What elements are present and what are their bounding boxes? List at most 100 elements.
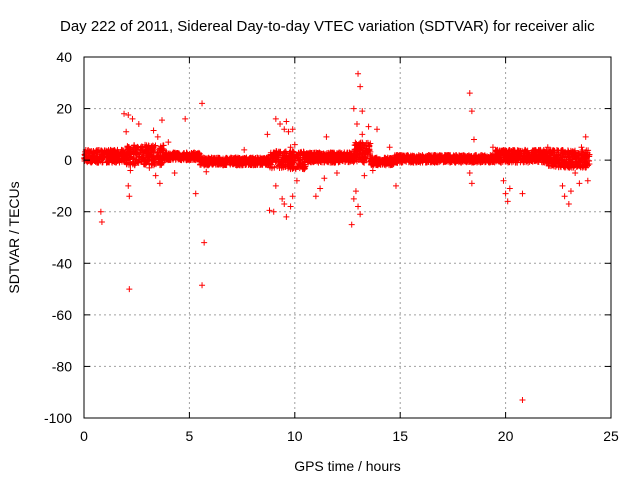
data-point: [258, 159, 265, 166]
data-points: [81, 70, 593, 403]
data-point: [272, 152, 279, 159]
data-point: [152, 172, 159, 179]
data-point: [98, 148, 105, 155]
data-point: [192, 190, 199, 197]
data-point: [413, 154, 420, 161]
data-point: [299, 166, 306, 173]
data-point: [468, 108, 475, 115]
data-point: [285, 128, 292, 135]
x-tick-label: 10: [287, 428, 303, 444]
data-point: [562, 148, 569, 155]
data-point: [99, 154, 106, 161]
data-point: [452, 158, 459, 165]
data-point: [201, 239, 208, 246]
data-point: [109, 148, 116, 155]
data-point: [272, 182, 279, 189]
data-point: [98, 219, 105, 226]
data-point: [363, 145, 370, 152]
data-point: [572, 149, 579, 156]
data-point: [137, 144, 144, 151]
grid: [84, 57, 611, 418]
data-point: [365, 123, 372, 130]
data-point: [375, 156, 382, 163]
data-point: [469, 154, 476, 161]
data-point: [268, 165, 275, 172]
data-point: [527, 157, 534, 164]
x-tick-label: 5: [186, 428, 194, 444]
data-point: [115, 152, 122, 159]
data-point: [354, 150, 361, 157]
data-point: [281, 200, 288, 207]
data-point: [138, 143, 145, 150]
data-point: [542, 149, 549, 156]
data-point: [317, 154, 324, 161]
data-point: [500, 147, 507, 154]
data-point: [476, 154, 483, 161]
data-point: [357, 83, 364, 90]
data-point: [314, 150, 321, 157]
y-tick-label: 20: [56, 101, 72, 117]
data-point: [148, 160, 155, 167]
data-point: [337, 149, 344, 156]
x-tick-label: 15: [392, 428, 408, 444]
data-point: [125, 159, 132, 166]
data-point: [351, 142, 358, 149]
data-point: [327, 152, 334, 159]
data-point: [545, 162, 552, 169]
data-point: [154, 133, 161, 140]
data-point: [164, 157, 171, 164]
data-point: [428, 155, 435, 162]
data-point: [556, 161, 563, 168]
data-point: [571, 163, 578, 170]
data-point: [485, 157, 492, 164]
y-tick-label: -20: [52, 204, 72, 220]
data-point: [585, 147, 592, 154]
data-point: [559, 161, 566, 168]
data-point: [326, 152, 333, 159]
data-point: [156, 180, 163, 187]
data-point: [220, 160, 227, 167]
data-point: [341, 152, 348, 159]
data-point: [339, 157, 346, 164]
data-point: [499, 158, 506, 165]
data-point: [579, 164, 586, 171]
data-point: [110, 147, 117, 154]
data-point: [281, 152, 288, 159]
data-point: [355, 70, 362, 77]
x-tick-label: 25: [603, 428, 619, 444]
data-point: [561, 149, 568, 156]
data-point: [172, 151, 179, 158]
data-point: [199, 282, 206, 289]
data-point: [351, 152, 358, 159]
data-point: [131, 162, 138, 169]
data-point: [231, 155, 238, 162]
data-point: [466, 170, 473, 177]
data-point: [460, 152, 467, 159]
data-point: [359, 131, 366, 138]
data-point: [277, 150, 284, 157]
data-point: [215, 160, 222, 167]
data-point: [361, 172, 368, 179]
data-point: [564, 161, 571, 168]
data-point: [530, 147, 537, 154]
data-point: [283, 213, 290, 220]
data-point: [423, 156, 430, 163]
data-point: [287, 144, 294, 151]
data-point: [468, 180, 475, 187]
data-point: [171, 170, 178, 177]
data-point: [489, 144, 496, 151]
data-point: [132, 156, 139, 163]
data-point: [537, 146, 544, 153]
data-point: [194, 154, 201, 161]
data-point: [369, 160, 376, 167]
data-point: [466, 90, 473, 97]
data-point: [205, 162, 212, 169]
data-point: [332, 159, 339, 166]
data-point: [399, 152, 406, 159]
data-point: [88, 152, 95, 159]
data-point: [567, 188, 574, 195]
data-point: [551, 147, 558, 154]
data-point: [572, 170, 579, 177]
data-point: [151, 146, 158, 153]
data-point: [201, 159, 208, 166]
